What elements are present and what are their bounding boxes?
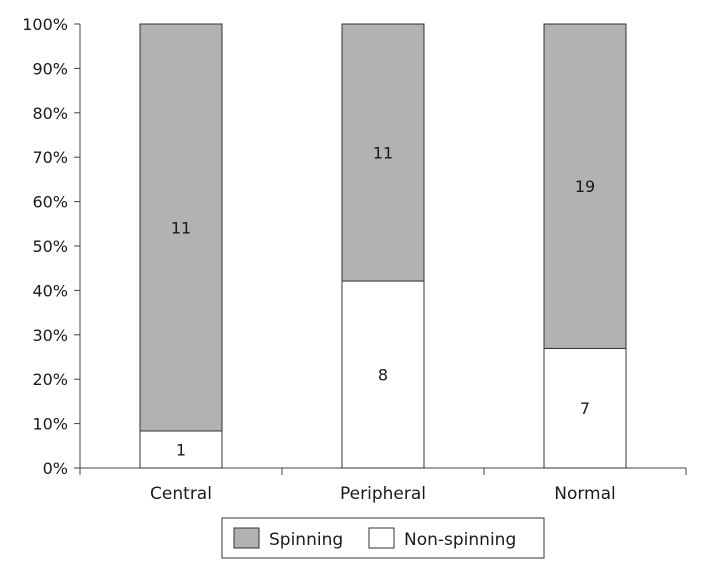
- y-tick-label: 60%: [32, 193, 68, 212]
- data-label: 1: [176, 441, 186, 460]
- y-tick-label: 80%: [32, 104, 68, 123]
- y-tick-label: 90%: [32, 59, 68, 78]
- legend-label: Non-spinning: [404, 530, 516, 550]
- y-tick-label: 10%: [32, 415, 68, 434]
- y-tick-label: 70%: [32, 148, 68, 167]
- y-tick-label: 30%: [32, 326, 68, 345]
- bar-segment: [139, 23, 223, 432]
- x-axis: Central Peripheral Normal: [79, 467, 687, 504]
- bar-segment: [543, 23, 627, 349]
- y-tick-label: 0%: [43, 459, 68, 478]
- y-tick-label: 50%: [32, 237, 68, 256]
- y-axis: 0% 10% 20% 30% 40% 50% 60% 70% 80% 90% 100%: [22, 15, 81, 478]
- data-label: 11: [171, 219, 191, 238]
- data-label: 11: [373, 144, 393, 163]
- y-tick-label: 40%: [32, 281, 68, 300]
- x-category-label: Central: [150, 484, 212, 504]
- legend-label: Spinning: [269, 530, 343, 550]
- data-label: 7: [580, 399, 590, 418]
- legend-swatch: [233, 527, 260, 549]
- data-label: 19: [575, 177, 595, 196]
- x-category-label: Peripheral: [340, 484, 426, 504]
- bar-segment: [341, 23, 425, 282]
- bar-segment: [139, 430, 223, 469]
- data-label: 8: [378, 366, 388, 385]
- bar-segment: [543, 347, 627, 469]
- x-category-label: Normal: [554, 484, 616, 504]
- legend-swatch: [368, 527, 395, 549]
- legend: Spinning Non-spinning: [221, 517, 545, 559]
- y-tick-label: 20%: [32, 370, 68, 389]
- bar-segment: [341, 280, 425, 469]
- y-tick-label: 100%: [22, 15, 68, 34]
